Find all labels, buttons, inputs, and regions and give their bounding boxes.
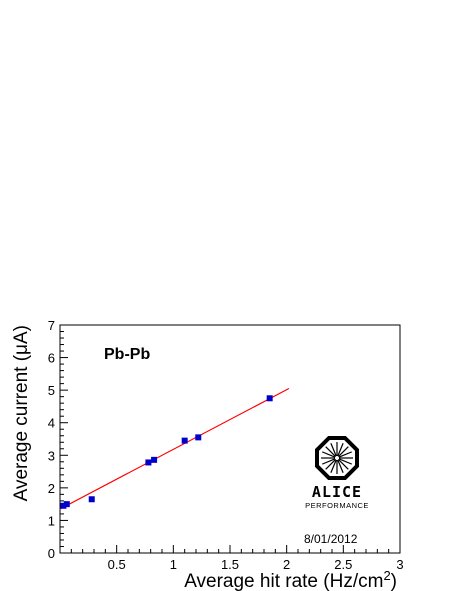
fit-line-group xyxy=(59,387,290,510)
x-tick-label: 0.5 xyxy=(108,557,126,572)
y-tick-label: 7 xyxy=(48,318,55,333)
x-axis-title: Average hit rate (Hz/cm2) xyxy=(184,568,397,591)
x-tick-label: 2 xyxy=(283,557,290,572)
logo-ray xyxy=(330,459,337,474)
panel-label: Pb-Pb xyxy=(104,346,150,363)
logo-ray xyxy=(321,451,336,458)
alice-logo: ALICE PERFORMANCE xyxy=(305,436,369,510)
data-point xyxy=(60,502,67,509)
logo-ray xyxy=(325,458,337,470)
y-tick-label: 2 xyxy=(48,481,55,496)
x-tick-label: 3 xyxy=(396,557,403,572)
date-label: 8/01/2012 xyxy=(304,532,358,546)
y-tick-label: 6 xyxy=(48,351,55,366)
fit-line xyxy=(59,387,290,510)
logo-ray xyxy=(338,458,353,465)
data-point xyxy=(266,395,273,402)
logo-ray xyxy=(337,446,349,458)
y-tick-label: 0 xyxy=(48,546,55,561)
logo-subtitle: PERFORMANCE xyxy=(305,501,369,510)
logo-ray xyxy=(337,459,344,474)
logo-ray xyxy=(337,458,349,470)
y-tick-label: 1 xyxy=(48,513,55,528)
logo-ray xyxy=(337,442,344,457)
y-tick-label: 5 xyxy=(48,383,55,398)
y-tick-label: 4 xyxy=(48,416,55,431)
data-point xyxy=(63,501,70,508)
data-point xyxy=(195,434,202,441)
alice-logo-emblem xyxy=(315,436,359,480)
logo-ray xyxy=(325,446,337,458)
logo-ray xyxy=(338,451,353,458)
x-axis-title-suffix: ) xyxy=(391,571,397,591)
logo-name: ALICE xyxy=(312,483,362,501)
data-point xyxy=(145,459,152,466)
data-point xyxy=(181,437,188,444)
y-tick-label: 3 xyxy=(48,448,55,463)
data-point xyxy=(151,456,158,463)
x-tick-label: 2.5 xyxy=(334,557,352,572)
x-axis-title-superscript: 2 xyxy=(383,568,390,583)
logo-ray xyxy=(330,442,337,457)
data-points xyxy=(60,395,273,509)
data-point xyxy=(88,496,95,503)
y-axis-title: Average current (μA) xyxy=(11,325,32,501)
logo-ray xyxy=(321,458,336,465)
x-axis-title-main: Average hit rate (Hz/cm xyxy=(184,571,383,591)
axes: 0.5 1 1.5 2 2.5 3 0 1 2 3 4 5 6 7 xyxy=(48,318,404,572)
x-tick-label: 1 xyxy=(170,557,177,572)
x-tick-label: 1.5 xyxy=(221,557,239,572)
